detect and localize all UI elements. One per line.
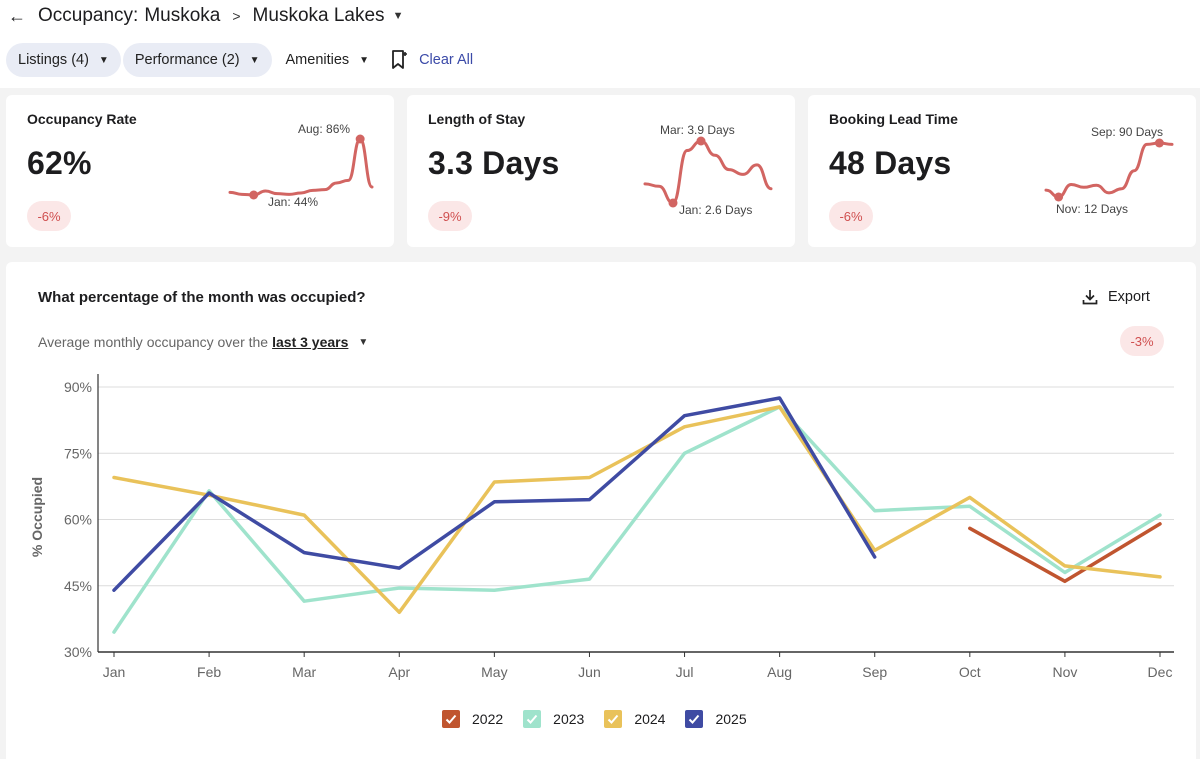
sparkline-path	[643, 139, 773, 205]
sparkline-high-label: Sep: 90 Days	[1091, 125, 1164, 139]
breadcrumb: ← Occupancy: Muskoka > Muskoka Lakes ▼	[8, 4, 403, 28]
performance-filter-label: Performance (2)	[134, 52, 240, 68]
chevron-right-icon: >	[232, 8, 241, 24]
x-tick-label: Jan	[103, 664, 126, 680]
length-of-stay-sparkline	[643, 136, 773, 208]
sparkline-path	[1044, 141, 1174, 199]
y-tick-label: 75%	[64, 445, 92, 461]
checkbox-icon	[523, 710, 542, 728]
x-tick-label: Nov	[1052, 664, 1077, 680]
legend-item-2023[interactable]: 2023	[523, 710, 584, 728]
chevron-down-icon: ▼	[359, 54, 370, 66]
series-line-2022[interactable]	[968, 522, 1162, 584]
breadcrumb-region[interactable]: Muskoka	[144, 5, 221, 26]
sparkline-high-label: Mar: 3.9 Days	[660, 123, 735, 137]
x-tick-label: Sep	[862, 664, 887, 680]
chart-title: What percentage of the month was occupie…	[38, 289, 366, 306]
breadcrumb-subregion[interactable]: Muskoka Lakes	[252, 5, 385, 26]
card-value: 48 Days	[829, 145, 952, 181]
sparkline-low-point	[1054, 192, 1064, 202]
x-tick-label: Feb	[197, 664, 221, 680]
legend-label: 2025	[715, 711, 747, 727]
y-tick-label: 45%	[64, 578, 92, 594]
sparkline-high-point	[1154, 138, 1164, 148]
sparkline-low-label: Nov: 12 Days	[1056, 202, 1129, 216]
sparkline-high-point	[696, 136, 706, 146]
length-of-stay-card: Length of Stay 3.3 Days -9% Mar: 3.9 Day…	[407, 95, 795, 247]
export-label: Export	[1108, 289, 1150, 305]
sparkline-path	[228, 137, 374, 197]
legend-item-2024[interactable]: 2024	[604, 710, 665, 728]
chevron-down-icon: ▼	[249, 54, 260, 66]
legend-item-2022[interactable]: 2022	[442, 710, 503, 728]
card-value: 3.3 Days	[428, 145, 560, 181]
card-title: Occupancy Rate	[27, 111, 137, 127]
bookmark-icon[interactable]	[391, 50, 409, 70]
chevron-down-icon[interactable]: ▼	[392, 10, 404, 22]
change-badge: -6%	[27, 201, 71, 231]
legend-label: 2023	[553, 711, 585, 727]
clear-all-button[interactable]: Clear All	[419, 52, 474, 68]
y-tick-label: 30%	[64, 644, 92, 660]
occupancy-chart-panel: What percentage of the month was occupie…	[6, 262, 1196, 759]
sparkline-low-point	[249, 190, 259, 200]
filter-bar: Listings (4) ▼ Performance (2) ▼ Ameniti…	[6, 43, 473, 77]
export-button[interactable]: Export	[1082, 289, 1150, 305]
series-line-2025[interactable]	[112, 396, 877, 592]
x-tick-label: Dec	[1148, 664, 1173, 680]
arrow-left-icon[interactable]: ←	[8, 5, 26, 26]
series-line-2023[interactable]	[112, 405, 1162, 634]
occupancy-sparkline	[228, 134, 374, 200]
checkbox-icon	[685, 710, 704, 728]
period-dropdown[interactable]: last 3 years	[272, 334, 349, 350]
performance-filter-button[interactable]: Performance (2) ▼	[122, 43, 272, 77]
top-bar: ← Occupancy: Muskoka > Muskoka Lakes ▼ L…	[0, 0, 1200, 88]
legend-label: 2022	[472, 711, 504, 727]
x-tick-label: Jul	[676, 664, 694, 680]
x-tick-label: Aug	[767, 664, 792, 680]
amenities-filter-label: Amenities	[285, 52, 350, 68]
occupancy-rate-card: Occupancy Rate 62% -6% Aug: 86% Jan: 44%	[6, 95, 394, 247]
change-badge: -6%	[829, 201, 873, 231]
booking-lead-time-card: Booking Lead Time 48 Days -6% Sep: 90 Da…	[808, 95, 1196, 247]
x-tick-label: Oct	[959, 664, 981, 680]
download-icon	[1082, 290, 1098, 305]
subtitle-text: Average monthly occupancy over the	[38, 334, 269, 350]
sparkline-high-point	[355, 134, 365, 144]
occupancy-line-chart: 90% 75% 60% 45% 30% Jan Feb Mar Apr May Jun Jul Aug S…	[29, 374, 1174, 680]
amenities-filter-button[interactable]: Amenities ▼	[274, 43, 382, 77]
checkbox-icon	[604, 710, 623, 728]
chevron-down-icon[interactable]: ▼	[358, 336, 369, 348]
x-tick-label: May	[481, 664, 507, 680]
change-badge: -9%	[428, 201, 472, 231]
listings-filter-label: Listings (4)	[18, 52, 89, 68]
chart-legend: 2022 2023 2024 2025	[442, 710, 767, 728]
y-tick-label: 90%	[64, 379, 92, 395]
sparkline-high-label: Aug: 86%	[298, 122, 351, 136]
change-badge: -3%	[1120, 326, 1164, 356]
series-line-2024[interactable]	[112, 405, 1162, 615]
x-tick-label: Mar	[292, 664, 316, 680]
listings-filter-button[interactable]: Listings (4) ▼	[6, 43, 121, 77]
legend-item-2025[interactable]: 2025	[685, 710, 747, 728]
x-tick-label: Apr	[388, 664, 410, 680]
page-title-prefix: Occupancy:	[38, 5, 139, 26]
chart-subtitle: Average monthly occupancy over the last …	[38, 334, 368, 350]
sparkline-low-label: Jan: 44%	[268, 195, 319, 209]
sparkline-low-label: Jan: 2.6 Days	[679, 203, 753, 217]
checkbox-icon	[442, 710, 460, 728]
lead-time-sparkline	[1044, 138, 1174, 202]
y-axis-label: % Occupied	[29, 477, 45, 557]
x-tick-label: Jun	[578, 664, 601, 680]
card-title: Length of Stay	[428, 111, 526, 127]
sparkline-low-point	[668, 198, 678, 208]
y-tick-label: 60%	[64, 512, 92, 528]
chevron-down-icon: ▼	[98, 54, 109, 66]
card-value: 62%	[27, 145, 92, 181]
legend-label: 2024	[634, 711, 666, 727]
card-title: Booking Lead Time	[829, 111, 958, 127]
